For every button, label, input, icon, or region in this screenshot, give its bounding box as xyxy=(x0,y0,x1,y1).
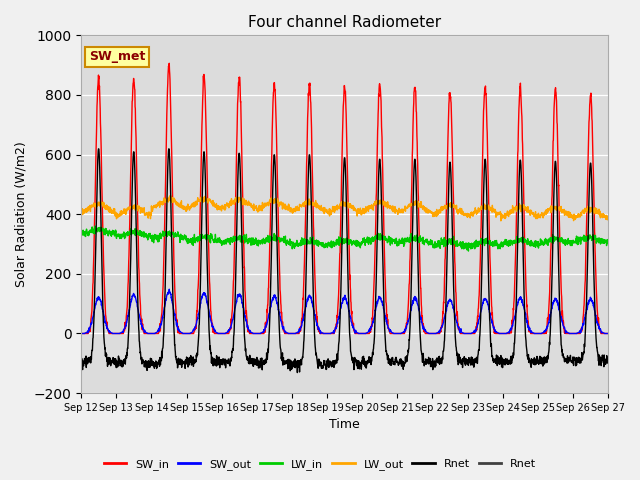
SW_in xyxy=(371,242,379,248)
SW_out xyxy=(498,331,506,336)
SW_out xyxy=(165,287,173,292)
Rnet xyxy=(498,361,506,367)
LW_in xyxy=(360,240,367,245)
Line: SW_out: SW_out xyxy=(81,289,608,334)
SW_in xyxy=(498,331,506,336)
LW_out xyxy=(604,216,612,222)
Line: LW_in: LW_in xyxy=(81,226,608,251)
SW_out xyxy=(572,331,580,336)
SW_out xyxy=(558,316,566,322)
SW_out xyxy=(604,331,612,336)
Rnet xyxy=(558,349,566,355)
LW_in xyxy=(498,243,506,249)
Rnet xyxy=(360,356,368,361)
SW_in xyxy=(165,60,173,66)
LW_out xyxy=(498,213,506,219)
LW_in xyxy=(558,238,566,244)
Text: SW_met: SW_met xyxy=(89,50,145,63)
LW_out xyxy=(371,199,379,205)
Rnet xyxy=(77,357,85,362)
LW_out xyxy=(558,210,566,216)
SW_in xyxy=(360,331,367,336)
Y-axis label: Solar Radiation (W/m2): Solar Radiation (W/m2) xyxy=(15,141,28,287)
SW_in xyxy=(225,331,232,336)
SW_out xyxy=(360,331,367,336)
Title: Four channel Radiometer: Four channel Radiometer xyxy=(248,15,441,30)
Rnet xyxy=(573,362,580,368)
LW_in xyxy=(371,236,379,242)
LW_out xyxy=(166,193,174,199)
SW_in xyxy=(558,294,566,300)
LW_in xyxy=(604,238,612,244)
Line: LW_out: LW_out xyxy=(81,196,608,221)
SW_in xyxy=(77,331,85,336)
LW_in xyxy=(465,248,472,254)
SW_in xyxy=(572,331,580,336)
LW_out xyxy=(497,218,505,224)
SW_in xyxy=(604,331,612,336)
LW_out xyxy=(225,203,232,209)
X-axis label: Time: Time xyxy=(329,419,360,432)
Rnet xyxy=(165,146,173,152)
Legend: SW_in, SW_out, LW_in, LW_out, Rnet, Rnet: SW_in, SW_out, LW_in, LW_out, Rnet, Rnet xyxy=(100,455,540,474)
Rnet xyxy=(225,356,232,362)
LW_in xyxy=(573,233,580,239)
LW_out xyxy=(77,209,85,215)
Rnet xyxy=(604,360,612,366)
LW_in xyxy=(92,223,99,229)
SW_out xyxy=(225,329,232,335)
Rnet xyxy=(294,370,301,375)
Rnet xyxy=(372,306,380,312)
LW_out xyxy=(573,214,580,220)
LW_out xyxy=(360,206,367,212)
LW_in xyxy=(225,236,232,241)
LW_in xyxy=(77,230,85,236)
Line: SW_in: SW_in xyxy=(81,63,608,334)
SW_out xyxy=(77,331,85,336)
Line: Rnet: Rnet xyxy=(81,149,608,372)
SW_out xyxy=(371,307,379,313)
